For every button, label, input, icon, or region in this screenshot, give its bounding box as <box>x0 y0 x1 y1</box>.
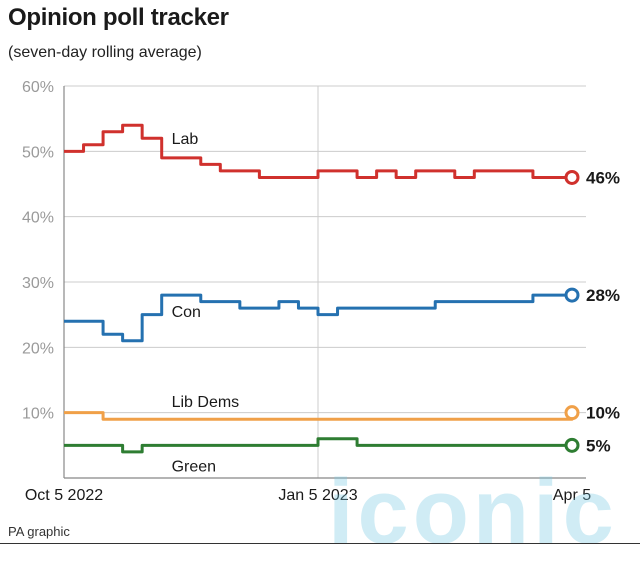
watermark-logo: iconic <box>328 461 618 563</box>
bottom-rule <box>0 543 640 544</box>
end-marker-con <box>564 287 580 303</box>
chart-subtitle: (seven-day rolling average) <box>8 44 202 61</box>
end-value-label: 5% <box>586 436 611 455</box>
series-line-lib-dems <box>64 411 574 421</box>
grid-lines <box>64 85 586 478</box>
axes: 60% 50% 40% 30% 20% 10% Oct 5 2022 Jan 5 2023 Ap… <box>22 79 591 504</box>
line-chart: 60% 50% 40% 30% 20% 10% Oct 5 2022 Jan 5 2023 Ap… <box>22 79 620 504</box>
y-tick-label: 40% <box>22 210 54 227</box>
source-credit: PA graphic <box>8 524 70 539</box>
end-value-label: 10% <box>586 404 620 423</box>
series-name-label: Lab <box>172 131 199 148</box>
y-tick-label: 20% <box>22 340 54 357</box>
x-tick-label: Apr 5 <box>553 487 591 504</box>
end-marker-lib-dems <box>564 405 580 421</box>
end-marker-lab <box>564 169 580 185</box>
series-line-lab <box>64 123 572 179</box>
series-name-label: Green <box>172 458 216 475</box>
x-tick-label: Oct 5 2022 <box>25 487 103 504</box>
series-name-label: Lib Dems <box>172 394 240 411</box>
y-tick-label: 50% <box>22 144 54 161</box>
end-value-label: 28% <box>586 286 620 305</box>
series-name-label: Con <box>172 304 201 321</box>
series-lines <box>64 123 580 454</box>
y-tick-label: 10% <box>22 406 54 423</box>
y-tick-label: 30% <box>22 275 54 292</box>
x-tick-label: Jan 5 2023 <box>278 487 357 504</box>
y-tick-label: 60% <box>22 79 54 96</box>
end-marker-green <box>564 437 580 453</box>
end-value-label: 46% <box>586 168 620 187</box>
series-line-con <box>64 293 572 343</box>
series-line-green <box>64 437 572 454</box>
series-labels: 46% 28% 10% 5% Lab Con Lib Dems Green <box>172 131 620 475</box>
chart-title: Opinion poll tracker <box>8 4 229 31</box>
